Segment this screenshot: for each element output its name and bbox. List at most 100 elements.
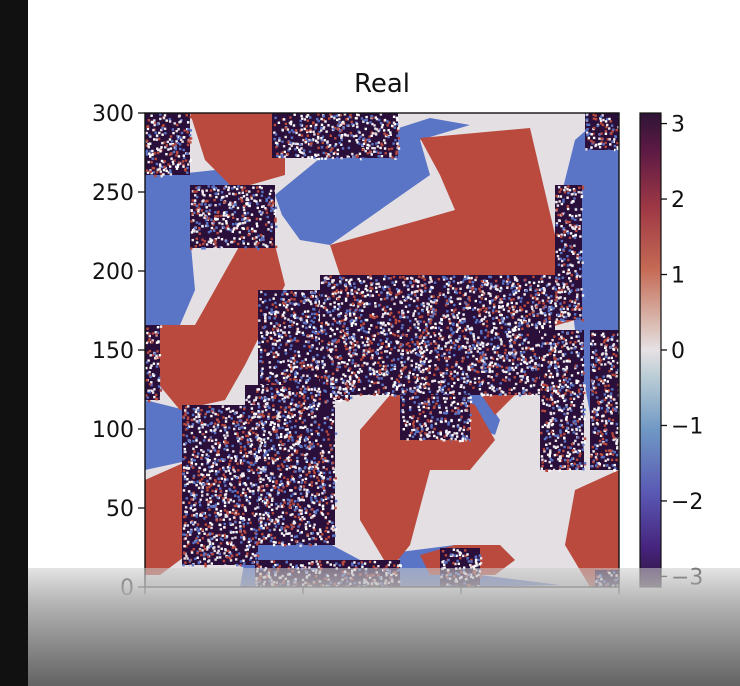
noise-speck (290, 478, 293, 482)
noise-speck (312, 138, 315, 141)
noise-speck (292, 492, 295, 496)
noise-speck (227, 203, 231, 206)
noise-speck (337, 313, 341, 316)
noise-speck (316, 118, 319, 121)
noise-speck (578, 186, 581, 189)
noise-speck (332, 286, 336, 289)
noise-speck (478, 388, 482, 391)
noise-speck (345, 347, 348, 351)
noise-speck (159, 389, 162, 392)
phase-map (145, 113, 619, 587)
noise-speck (270, 447, 274, 450)
noise-speck (180, 131, 184, 135)
noise-speck (327, 354, 330, 357)
noise-speck (386, 305, 389, 308)
noise-speck (420, 334, 423, 337)
noise-speck (333, 284, 337, 287)
noise-speck (508, 392, 511, 395)
noise-speck (352, 380, 356, 383)
noise-speck (538, 321, 541, 324)
noise-speck (421, 361, 424, 365)
noise-speck (535, 326, 538, 330)
noise-speck (374, 390, 377, 393)
noise-speck (186, 143, 190, 147)
noise-speck (242, 236, 246, 239)
noise-speck (355, 117, 358, 120)
noise-speck (475, 318, 479, 322)
noise-speck (581, 185, 585, 188)
noise-speck (387, 392, 390, 395)
noise-speck (480, 279, 484, 283)
noise-speck (288, 147, 292, 150)
noise-speck (147, 160, 150, 164)
noise-speck (350, 120, 353, 124)
noise-speck (380, 377, 383, 380)
noise-speck (349, 303, 352, 307)
noise-speck (442, 293, 445, 296)
noise-speck (297, 303, 300, 306)
noise-speck (300, 143, 303, 146)
noise-speck (486, 348, 489, 351)
noise-speck (280, 526, 283, 529)
noise-speck (346, 124, 349, 127)
noise-speck (330, 378, 333, 381)
noise-speck (273, 123, 277, 127)
noise-speck (168, 118, 172, 121)
noise-speck (440, 380, 443, 383)
noise-speck (295, 131, 298, 135)
noise-speck (203, 194, 206, 197)
noise-speck (593, 126, 596, 130)
noise-speck (320, 498, 323, 501)
noise-speck (305, 509, 308, 512)
noise-speck (300, 114, 303, 118)
noise-speck (177, 128, 180, 131)
noise-speck (227, 227, 230, 230)
noise-speck (564, 290, 567, 293)
noise-speck (339, 355, 342, 358)
noise-speck (301, 421, 304, 424)
noise-speck (281, 398, 284, 401)
noise-speck (450, 334, 453, 337)
noise-speck (325, 276, 328, 279)
noise-speck (312, 326, 316, 329)
noise-speck (352, 124, 355, 127)
noise-speck (378, 371, 382, 375)
noise-speck (261, 388, 265, 392)
noise-speck (273, 383, 276, 386)
noise-speck (567, 268, 570, 271)
noise-speck (268, 202, 271, 205)
noise-speck (511, 366, 514, 370)
noise-speck (433, 379, 437, 382)
noise-speck (576, 288, 579, 292)
noise-speck (486, 283, 489, 287)
noise-speck (332, 291, 335, 294)
noise-speck (287, 149, 290, 152)
noise-speck (422, 331, 425, 334)
noise-speck (292, 321, 296, 324)
noise-speck (545, 284, 549, 287)
noise-speck (158, 362, 162, 365)
noise-speck (507, 278, 510, 281)
noise-speck (608, 117, 611, 121)
noise-speck (182, 148, 185, 152)
noise-speck (267, 379, 271, 383)
noise-speck (374, 351, 378, 354)
noise-speck (228, 192, 231, 195)
noise-speck (451, 287, 455, 290)
noise-speck (310, 484, 313, 487)
noise-speck (178, 136, 182, 139)
noise-speck (427, 303, 430, 306)
noise-speck (575, 214, 578, 218)
noise-speck (514, 321, 517, 324)
noise-speck (375, 279, 378, 282)
noise-speck (344, 299, 348, 302)
noise-speck (467, 393, 471, 396)
noise-speck (427, 383, 431, 386)
noise-speck (222, 214, 225, 217)
noise-speck (334, 143, 338, 146)
noise-speck (590, 139, 593, 143)
noise-speck (271, 303, 274, 306)
noise-speck (278, 456, 282, 459)
noise-speck (332, 401, 335, 404)
noise-speck (448, 348, 451, 351)
